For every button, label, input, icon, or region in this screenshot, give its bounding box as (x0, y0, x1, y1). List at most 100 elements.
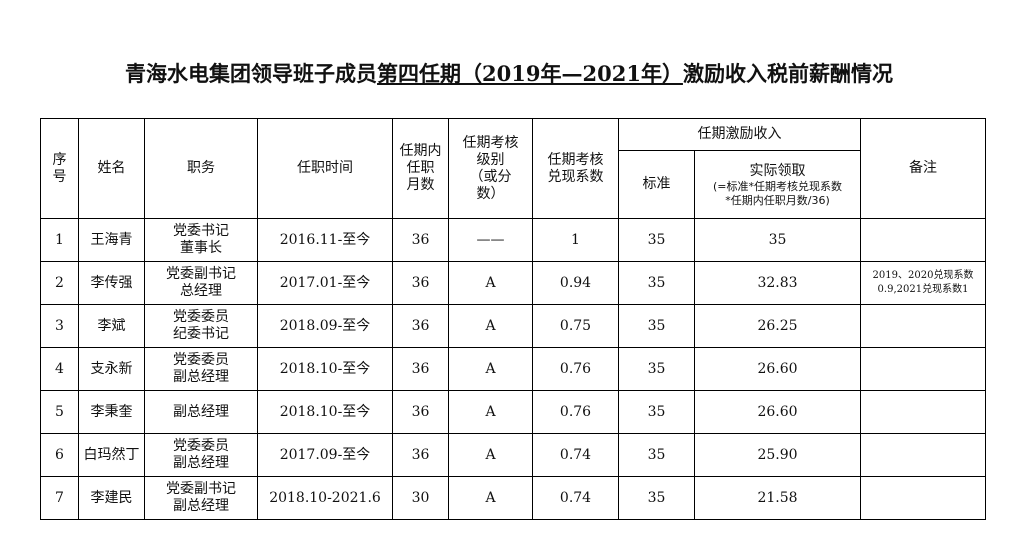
text-line: 36 (411, 231, 430, 248)
cell: A (448, 261, 533, 305)
text-line: A (485, 446, 496, 463)
text-line: (=标准*任期考核兑现系数 (712, 179, 842, 193)
text-line: 35 (647, 317, 666, 334)
text-line: 姓名 (97, 160, 126, 176)
cell: 35 (618, 218, 695, 262)
header-cell: 任期考核 级别 （或分 数） (448, 118, 533, 219)
text-line: 25.90 (757, 446, 798, 463)
text-line: 纪委书记 (173, 326, 229, 342)
text-line: A (485, 403, 496, 420)
text-line: 0.75 (559, 317, 592, 334)
cell: 李传强 (78, 261, 145, 305)
data-row: 7 李建民 党委副书记 副总经理 2018.10-2021.6 30 A 0.74 35 21.5… (40, 476, 986, 520)
text-line: 党委委员 (173, 352, 229, 368)
text-line: 党委书记 (173, 223, 229, 239)
cell: 李斌 (78, 304, 145, 348)
text-line: 2 (55, 274, 64, 291)
text-line: 党委委员 (173, 438, 229, 454)
cell: 0.76 (532, 347, 619, 391)
text-line: 36 (411, 274, 430, 291)
text-line: 副总经理 (173, 403, 229, 420)
text-line: 35 (768, 231, 787, 248)
header-cell: 姓名 (78, 118, 145, 219)
text-line: 35 (647, 274, 666, 291)
cell (860, 433, 986, 477)
text-line: 李建民 (90, 489, 133, 506)
cell: 35 (618, 304, 695, 348)
cell: 李建民 (78, 476, 145, 520)
cell: 2019、2020兑现系数 0.9,2021兑现系数1 (860, 261, 986, 305)
text-line: 职务 (187, 160, 215, 176)
title: 青海水电集团领导班子成员第四任期（2019年—2021年）激励收入税前薪酬情况 (0, 58, 1018, 88)
cell: 26.25 (694, 304, 861, 348)
cell: 4 (40, 347, 79, 391)
text-line: 数） (476, 185, 505, 202)
data-row: 5 李秉奎 副总经理 2018.10-至今 36 A 0.76 35 26.60 (40, 390, 986, 434)
text-line: 2018.09-至今 (279, 317, 371, 334)
text-line: 王海青 (90, 231, 133, 248)
cell: 35 (618, 261, 695, 305)
cell: 36 (392, 218, 449, 262)
text-line: 李传强 (90, 274, 133, 291)
cell: 0.74 (532, 476, 619, 520)
header-cell: 备注 (860, 118, 986, 219)
text-line: 26.60 (757, 403, 798, 420)
cell: A (448, 390, 533, 434)
text-line: 32.83 (757, 274, 798, 291)
cell: 30 (392, 476, 449, 520)
text-line: 副总经理 (173, 369, 229, 385)
cell: 36 (392, 390, 449, 434)
text-line: —— (476, 231, 505, 248)
cell: 36 (392, 261, 449, 305)
header-cell: 任期内 任职 月数 (392, 118, 449, 219)
cell: 2016.11-至今 (257, 218, 393, 262)
cell (860, 390, 986, 434)
text-line: 0.74 (559, 489, 592, 506)
cell: 35 (618, 347, 695, 391)
cell: 0.94 (532, 261, 619, 305)
cell: 6 (40, 433, 79, 477)
cell: 党委副书记 副总经理 (144, 476, 258, 520)
text-line: A (485, 317, 496, 334)
cell: 35 (618, 433, 695, 477)
text-line: 6 (55, 446, 64, 463)
text-line: （或分 (469, 168, 512, 185)
text-line: 2018.10-2021.6 (269, 489, 381, 506)
title-part: 激励收入税前薪酬情况 (682, 61, 893, 86)
text-line: 2017.01-至今 (279, 274, 371, 291)
cell: 2018.10-至今 (257, 347, 393, 391)
text-line: 26.60 (757, 360, 798, 377)
text-line: 5 (55, 403, 64, 420)
text-line: 36 (411, 360, 430, 377)
text-line: 标准 (642, 176, 671, 192)
text-line: 备注 (909, 160, 937, 176)
cell: 35 (694, 218, 861, 262)
data-row: 1 王海青 党委书记 董事长 2016.11-至今 36 —— 1 35 35 (40, 218, 986, 262)
header-cell: 任期激励收入 (618, 118, 861, 151)
cell: A (448, 347, 533, 391)
header-cell: 职务 (144, 118, 258, 219)
cell: A (448, 304, 533, 348)
text-line: 序 (52, 151, 67, 168)
cell: 36 (392, 433, 449, 477)
cell: 白玛然丁 (78, 433, 145, 477)
text-line: 党委副书记 (166, 481, 236, 497)
cell: A (448, 476, 533, 520)
cell: 35 (618, 476, 695, 520)
text-line: 36 (411, 317, 430, 334)
text-line: 董事长 (180, 240, 222, 256)
data-row: 6 白玛然丁 党委委员 副总经理 2017.09-至今 36 A 0.74 35 25.90 (40, 433, 986, 477)
cell: 7 (40, 476, 79, 520)
data-row: 3 李斌 党委委员 纪委书记 2018.09-至今 36 A 0.75 35 26.25 (40, 304, 986, 348)
text-line: 1 (55, 231, 64, 248)
text-line: 任职时间 (297, 160, 353, 176)
text-line: 0.9,2021兑现系数1 (877, 284, 969, 295)
header-cell: 任职时间 (257, 118, 393, 219)
cell (860, 304, 986, 348)
cell: A (448, 433, 533, 477)
cell: 支永新 (78, 347, 145, 391)
salary-table: 序号姓名 职务 任职时间 任期内 任职 月数 任期考核 级别 （或分 数） 任期考核 兑现系数 任期激励… (40, 118, 986, 520)
text-line: 2018.10-至今 (279, 360, 371, 377)
cell: 2017.01-至今 (257, 261, 393, 305)
cell: 5 (40, 390, 79, 434)
